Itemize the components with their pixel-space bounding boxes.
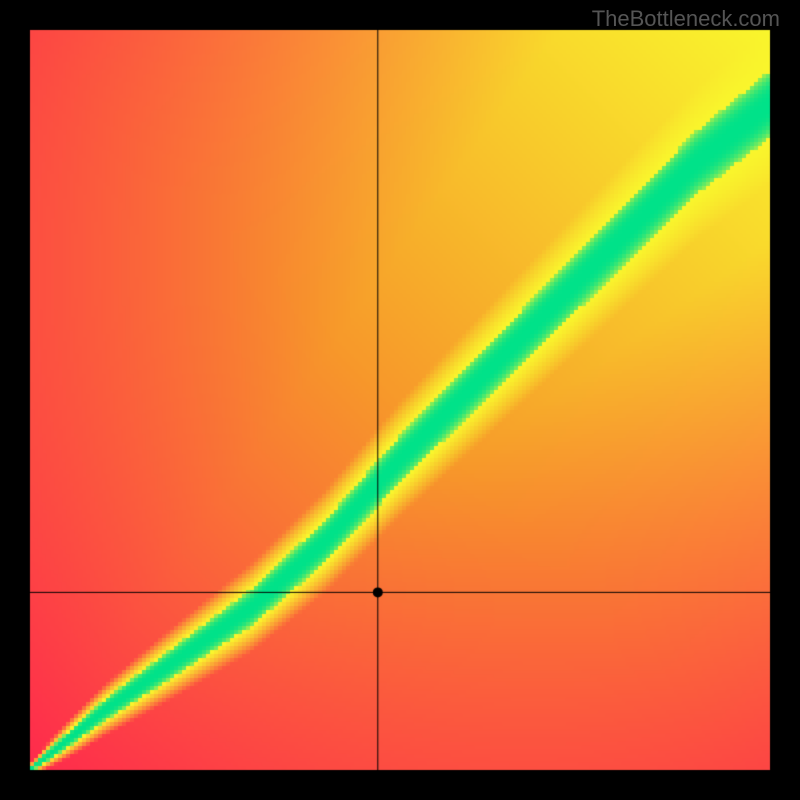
chart-container: TheBottleneck.com: [0, 0, 800, 800]
watermark-text: TheBottleneck.com: [592, 6, 780, 32]
bottleneck-heatmap: [0, 0, 800, 800]
